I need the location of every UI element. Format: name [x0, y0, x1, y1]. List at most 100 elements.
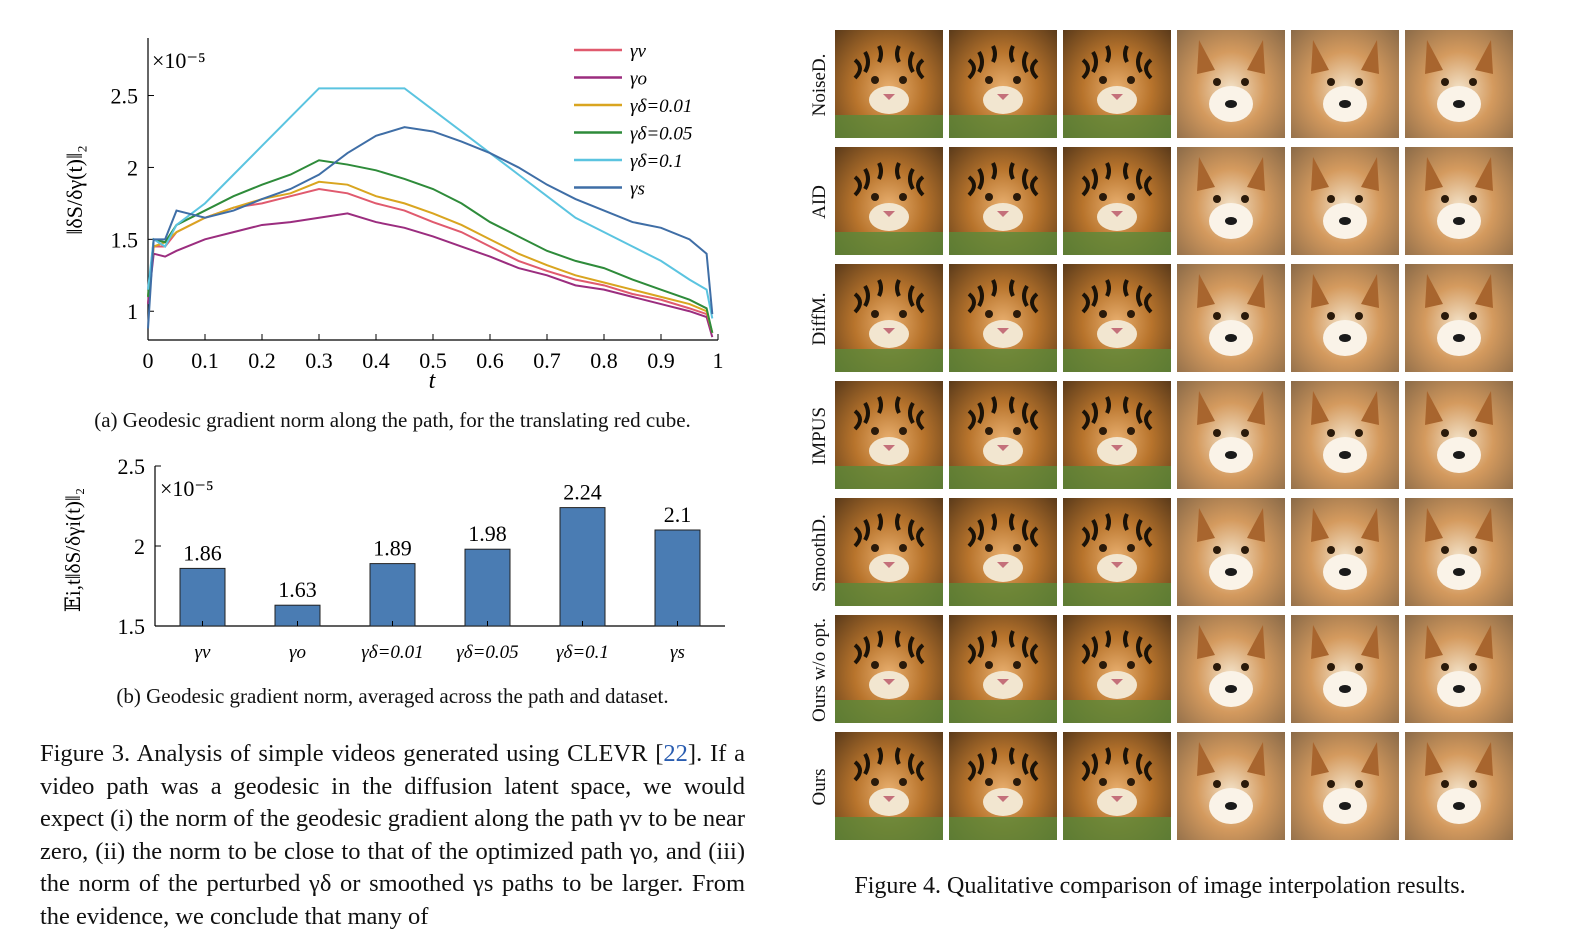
- interpolation-image: [1291, 30, 1399, 138]
- fox-face-icon: [1425, 274, 1493, 356]
- y-tick-label: 1.5: [111, 227, 139, 252]
- row-label: DiffM.: [809, 292, 830, 346]
- bar: [369, 563, 416, 627]
- interpolation-image: [1291, 264, 1399, 372]
- bar-value-label: 1.89: [373, 536, 412, 561]
- x-tick-label: γs: [670, 642, 685, 663]
- bar: [464, 548, 511, 627]
- series-line: [147, 159, 714, 334]
- tiger-face-icon: [949, 279, 1057, 372]
- legend-label: γδ=0.01: [630, 96, 692, 117]
- x-tick-label: 0.2: [248, 348, 276, 373]
- y-axis-label: 𝔼i,t‖δS/δγi(t)‖₂: [61, 488, 85, 612]
- x-tick-label: 1: [713, 348, 724, 373]
- interpolation-image: [949, 30, 1057, 138]
- tiger-face-icon: [835, 279, 943, 372]
- interpolation-image: [1405, 732, 1513, 840]
- fox-face-icon: [1425, 40, 1493, 122]
- interpolation-image: [949, 381, 1057, 489]
- x-tick-label: 0.5: [419, 348, 447, 373]
- tiger-face-icon: [949, 162, 1057, 255]
- fox-face-icon: [1311, 742, 1379, 824]
- y-tick-label: 2: [134, 534, 145, 559]
- legend-label: γδ=0.1: [630, 151, 683, 172]
- x-tick-label: γδ=0.01: [361, 642, 423, 663]
- interpolation-image: [835, 732, 943, 840]
- row-label: Ours: [809, 768, 830, 806]
- interpolation-image: [1063, 615, 1171, 723]
- row-label: Ours w/o opt.: [809, 618, 830, 722]
- x-tick-label: 0.1: [191, 348, 219, 373]
- interpolation-image: [1177, 381, 1285, 489]
- row-label: AID: [809, 185, 830, 219]
- x-tick-label: 0.4: [362, 348, 390, 373]
- x-axis-label: t: [429, 368, 437, 394]
- y-tick-label: 1: [127, 299, 138, 324]
- interpolation-image: [1063, 147, 1171, 255]
- interpolation-image: [949, 147, 1057, 255]
- axis-multiplier: ×10⁻⁵: [152, 48, 206, 73]
- fox-face-icon: [1197, 274, 1265, 356]
- bar-value-label: 1.86: [183, 540, 222, 565]
- fox-face-icon: [1425, 157, 1493, 239]
- fox-face-icon: [1197, 625, 1265, 707]
- legend-label: γv: [630, 41, 646, 62]
- interpolation-image: [835, 30, 943, 138]
- interpolation-image: [835, 498, 943, 606]
- caption-part-1: Figure 3. Analysis of simple videos gene…: [40, 740, 664, 767]
- fox-face-icon: [1311, 40, 1379, 122]
- fox-face-icon: [1197, 157, 1265, 239]
- citation-link[interactable]: 22: [663, 740, 688, 767]
- tiger-face-icon: [835, 747, 943, 840]
- legend-label: γs: [630, 179, 645, 200]
- axis-multiplier: ×10⁻⁵: [160, 476, 214, 501]
- tiger-face-icon: [835, 396, 943, 489]
- y-tick-label: 2: [127, 155, 138, 180]
- y-tick-label: 2.5: [111, 84, 139, 109]
- fox-face-icon: [1311, 625, 1379, 707]
- fox-face-icon: [1311, 274, 1379, 356]
- x-tick-label: γo: [289, 642, 306, 663]
- caption-part-2: ]. If a video path was a geodesic in the…: [40, 740, 745, 930]
- interpolation-image: [835, 381, 943, 489]
- series-line: [147, 180, 714, 334]
- interpolation-image: [1405, 615, 1513, 723]
- fox-face-icon: [1197, 391, 1265, 473]
- interpolation-image: [835, 264, 943, 372]
- fox-face-icon: [1197, 40, 1265, 122]
- interpolation-image: [835, 147, 943, 255]
- interpolation-grid: NoiseD. AID DiffM. IMPUS SmoothD. Ours w/o op…: [800, 30, 1520, 845]
- y-tick-label: 2.5: [118, 454, 146, 479]
- fig3a-caption: (a) Geodesic gradient norm along the pat…: [94, 408, 691, 432]
- x-tick-label: 0.7: [533, 348, 561, 373]
- bar: [179, 567, 226, 627]
- legend-label: γo: [630, 69, 647, 90]
- tiger-face-icon: [949, 630, 1057, 723]
- interpolation-image: [1177, 264, 1285, 372]
- line-chart: 0 0.1 0.2 0.3 0.4 0.5 0.6 0.7 0.8 0.9 1 1 1.5 2 2.5 ×10…: [62, 38, 724, 394]
- bar: [654, 529, 701, 627]
- interpolation-image: [1405, 381, 1513, 489]
- bar-value-label: 2.1: [664, 502, 692, 527]
- legend-label: γδ=0.05: [630, 124, 692, 145]
- fox-face-icon: [1425, 625, 1493, 707]
- x-tick-label: γv: [195, 642, 211, 663]
- bar-value-label: 1.98: [468, 521, 507, 546]
- tiger-face-icon: [1063, 45, 1171, 138]
- interpolation-image: [1291, 147, 1399, 255]
- row-label: SmoothD.: [809, 514, 830, 592]
- interpolation-image: [1177, 732, 1285, 840]
- tiger-face-icon: [1063, 747, 1171, 840]
- interpolation-image: [949, 732, 1057, 840]
- fox-face-icon: [1197, 742, 1265, 824]
- row-label: NoiseD.: [809, 53, 830, 117]
- tiger-face-icon: [835, 630, 943, 723]
- bar: [559, 507, 606, 627]
- x-tick-label: γδ=0.05: [456, 642, 518, 663]
- x-tick-label: 0: [143, 348, 154, 373]
- tiger-face-icon: [1063, 396, 1171, 489]
- interpolation-image: [1291, 615, 1399, 723]
- fox-face-icon: [1425, 508, 1493, 590]
- x-tick-label: 0.3: [305, 348, 333, 373]
- interpolation-image: [1405, 147, 1513, 255]
